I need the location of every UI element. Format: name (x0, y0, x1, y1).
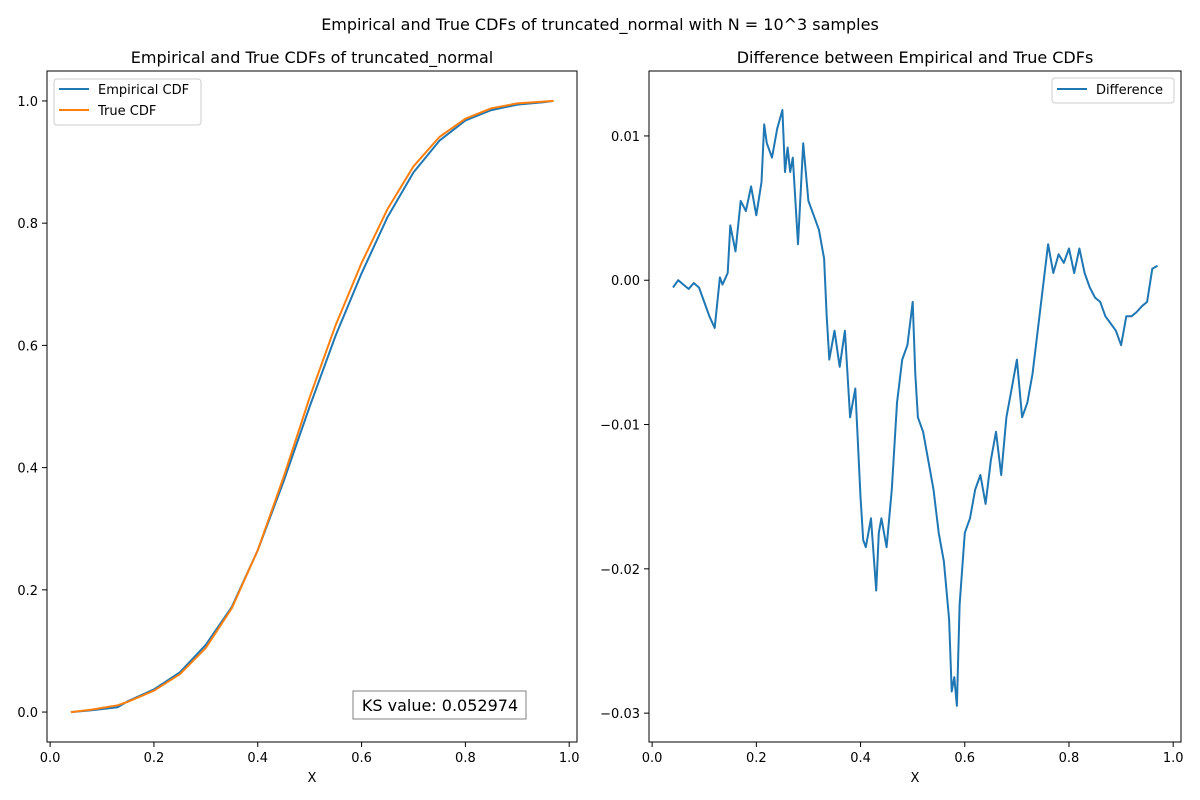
right-y-tick-label: 0.01 (611, 130, 640, 145)
left-x-tick-label: 0.4 (247, 751, 268, 766)
right-chart-title: Difference between Empirical and True CD… (737, 48, 1094, 67)
right-x-tick-label: 0.4 (850, 751, 871, 766)
right-legend-box (1051, 77, 1175, 104)
ks-annotation-text: KS value: 0.052974 (362, 696, 518, 715)
right-series-line-difference (672, 109, 1159, 707)
left-x-tick-label: 0.8 (455, 751, 476, 766)
figure-suptitle: Empirical and True CDFs of truncated_nor… (321, 15, 879, 35)
right-y-ticks: 0.01 0.00 −0.01 −0.02 −0.03 (600, 130, 649, 722)
left-y-tick-label: 1.0 (17, 95, 38, 110)
left-series-line-empirical-cdf (70, 99, 554, 714)
left-y-tick-label: 0.0 (17, 706, 38, 721)
left-y-tick-label: 0.2 (17, 584, 38, 599)
left-axes-frame (46, 70, 578, 743)
left-y-tick-label: 0.6 (17, 339, 38, 354)
left-x-tick-label: 0.6 (351, 751, 372, 766)
left-x-axis-label: X (308, 771, 317, 786)
panel-cdf: Empirical and True CDFs of truncated_nor… (17, 48, 579, 786)
left-x-tick-label: 0.2 (144, 751, 165, 766)
legend-empirical-label: Empirical CDF (98, 83, 189, 98)
left-y-tick-label: 0.4 (17, 462, 38, 477)
right-y-tick-label: −0.01 (600, 419, 640, 434)
left-plot-area (70, 99, 554, 714)
left-legend-box (53, 78, 202, 126)
left-chart-title: Empirical and True CDFs of truncated_nor… (131, 48, 493, 68)
left-y-ticks: 0.0 0.2 0.4 0.6 0.8 1.0 (17, 95, 47, 721)
right-legend: Difference (1051, 77, 1175, 104)
left-y-tick-label: 0.8 (17, 217, 38, 232)
left-x-tick-label: 0.0 (40, 751, 61, 766)
panel-difference: Difference between Empirical and True CD… (600, 48, 1183, 786)
left-legend: Empirical CDF True CDF (53, 78, 202, 126)
right-y-tick-label: −0.03 (600, 707, 640, 722)
left-x-tick-label: 1.0 (559, 751, 580, 766)
legend-true-label: True CDF (97, 104, 156, 119)
right-x-tick-label: 1.0 (1163, 751, 1184, 766)
right-plot-area (672, 109, 1159, 707)
right-x-ticks: 0.0 0.2 0.4 0.6 0.8 1.0 (642, 742, 1184, 766)
ks-annotation-box (352, 690, 527, 720)
right-x-tick-label: 0.6 (954, 751, 975, 766)
right-y-tick-label: −0.02 (600, 563, 640, 578)
right-x-axis-label: X (911, 771, 920, 786)
right-x-tick-label: 0.2 (746, 751, 767, 766)
right-axes-frame (648, 70, 1182, 743)
right-x-tick-label: 0.8 (1059, 751, 1080, 766)
ks-annotation: KS value: 0.052974 (352, 690, 527, 720)
legend-difference-label: Difference (1096, 83, 1163, 98)
left-x-ticks: 0.0 0.2 0.4 0.6 0.8 1.0 (40, 742, 580, 766)
left-series-line-true-cdf (70, 99, 554, 714)
right-y-tick-label: 0.00 (611, 274, 640, 289)
right-x-tick-label: 0.0 (642, 751, 663, 766)
